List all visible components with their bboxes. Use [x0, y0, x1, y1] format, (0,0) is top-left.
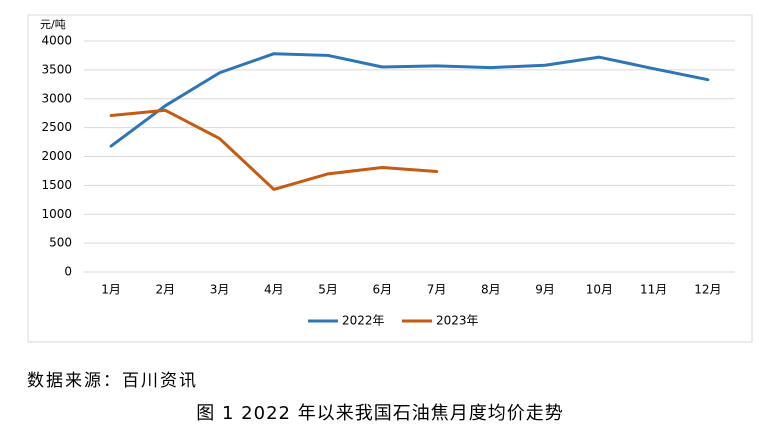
line-series	[109, 52, 710, 148]
y-tick-label: 3500	[41, 62, 72, 76]
y-tick-label: 1500	[41, 178, 72, 192]
y-tick-label: 2000	[41, 149, 72, 163]
y-axis-label: 元/吨	[40, 18, 66, 31]
y-tick-label: 1000	[41, 207, 72, 221]
x-tick-label: 5月	[318, 283, 338, 297]
y-tick-label: 500	[49, 236, 72, 250]
x-tick-label: 7月	[427, 283, 447, 297]
y-tick-label: 0	[64, 265, 72, 279]
x-tick-label: 11月	[640, 283, 667, 297]
y-tick-label: 3000	[41, 91, 72, 105]
y-tick-label: 2500	[41, 120, 72, 134]
x-tick-label: 8月	[481, 283, 501, 297]
x-tick-label: 3月	[210, 283, 230, 297]
x-tick-label: 10月	[586, 283, 613, 297]
x-tick-label: 9月	[535, 283, 555, 297]
caption: 图 1 2022 年以来我国石油焦月度均价走势	[196, 403, 563, 424]
x-tick-label: 4月	[264, 283, 284, 297]
source: 数据来源：百川资讯	[27, 371, 198, 391]
x-tick-label: 6月	[373, 283, 393, 297]
x-tick-label: 2月	[156, 283, 176, 297]
line-series	[109, 108, 439, 191]
y-tick-label: 4000	[41, 34, 72, 48]
legend-label: 2023年	[436, 314, 479, 328]
x-tick-label: 12月	[694, 283, 721, 297]
legend-label: 2022年	[342, 314, 385, 328]
x-tick-label: 1月	[101, 283, 121, 297]
